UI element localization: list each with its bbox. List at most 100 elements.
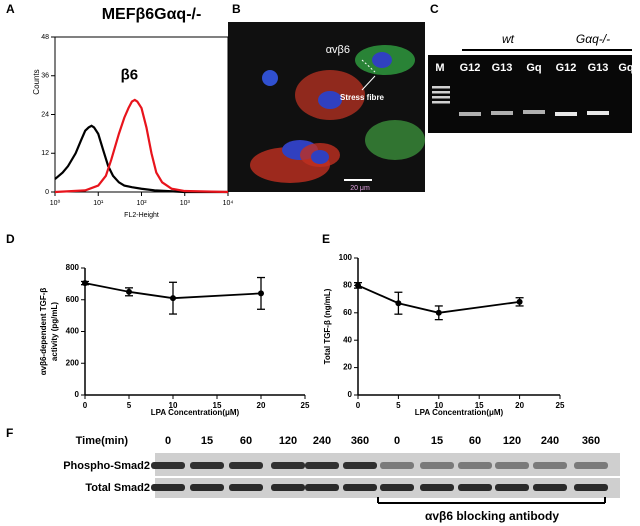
arrow [361,75,376,91]
blot-band [420,484,454,491]
panel-label: E [322,232,330,246]
x-tick-label: 5 [396,401,401,410]
y-tick-label: 200 [66,358,80,367]
x-tick-label: 0 [83,401,88,410]
panel-label: F [6,426,13,440]
y-axis-label: activity (pg/mL) [50,302,59,361]
x-tick-label: 10 [434,401,443,410]
y-tick-label: 0 [348,390,353,399]
panel-label: A [6,2,15,16]
gel-band [523,110,545,114]
marker-band [432,91,450,94]
data-point [355,282,361,289]
data-point [435,309,442,316]
blot-band [533,462,567,469]
gel-band [587,111,609,115]
blot-band [229,462,263,469]
blot-band [420,462,454,469]
lane-label: M [435,62,444,74]
time-label: 0 [165,435,171,447]
data-line [54,98,229,194]
time-label: 120 [279,435,297,447]
time-label: 60 [469,435,481,447]
image-label: αvβ6 [326,44,350,56]
time-label: 0 [394,435,400,447]
marker-band [432,96,450,99]
cell [365,120,425,160]
x-tick-label: 20 [257,401,266,410]
nucleus [318,91,342,109]
blot-band [380,462,414,469]
lane-label: G12 [460,62,481,74]
lane-label: Gq [526,62,541,74]
time-label: 360 [351,435,369,447]
image-label: Stress fibre [340,93,385,102]
data-line [54,124,228,194]
x-tick-label: 10⁰ [50,199,61,207]
blot-band [190,484,224,491]
blot-band [271,484,305,491]
y-tick-label: 60 [343,308,352,317]
data-line [357,284,520,314]
x-tick-label: 10 [169,401,178,410]
blot-band [458,484,492,491]
data-point [82,280,88,287]
annotation: β6 [121,67,139,84]
blot-band [458,462,492,469]
lane-label: G13 [492,62,513,74]
micrograph [228,22,425,192]
y-tick-label: 0 [45,189,49,196]
treatment-label: αvβ6 blocking antibody [425,509,559,523]
blot-band [343,484,377,491]
time-label: 15 [201,435,213,447]
time-label: 15 [431,435,443,447]
blot [155,453,620,498]
x-tick-label: 15 [475,401,484,410]
x-tick-label: 10⁴ [223,200,234,207]
y-tick-label: 36 [41,73,49,80]
x-axis-label: FL2-Height [124,212,159,219]
data-point [516,298,523,305]
y-tick-label: 0 [75,390,80,399]
x-tick-label: 15 [213,401,222,410]
x-tick-label: 5 [127,401,132,410]
arrow [361,59,376,73]
blot-band [190,462,224,469]
row-label: Phospho-Smad2 [63,460,150,472]
gel-band [491,111,513,115]
nucleus [372,52,392,68]
y-tick-label: 400 [66,327,80,336]
blot-band [305,462,339,469]
x-tick-label: 20 [515,401,524,410]
time-label: Time(min) [76,435,129,447]
blot-band [574,484,608,491]
gel [428,55,632,133]
panel-label: D [6,232,15,246]
x-tick-label: 25 [301,401,310,410]
time-label: 120 [503,435,521,447]
y-axis-label: Total TGF-β (ng/mL) [323,288,332,364]
y-tick-label: 24 [41,111,49,118]
blot-band [229,484,263,491]
blot-band [495,462,529,469]
lane-label: G12 [556,62,577,74]
y-tick-label: 80 [343,281,352,290]
x-tick-label: 25 [556,401,565,410]
y-tick-label: 800 [66,263,80,272]
blot-band [305,484,339,491]
panel-label: C [430,2,439,16]
x-tick-label: 10² [136,200,147,207]
time-label: 240 [541,435,559,447]
data-point [258,290,264,297]
marker-band [432,101,450,104]
x-axis-label: LPA Concentration(μM) [151,408,240,417]
y-tick-label: 600 [66,295,80,304]
plot-frame [54,36,229,193]
data-line [84,282,262,300]
data-point [395,300,402,307]
data-point [126,288,132,295]
scale-label: 20 μm [350,185,370,192]
x-tick-label: 0 [356,401,361,410]
